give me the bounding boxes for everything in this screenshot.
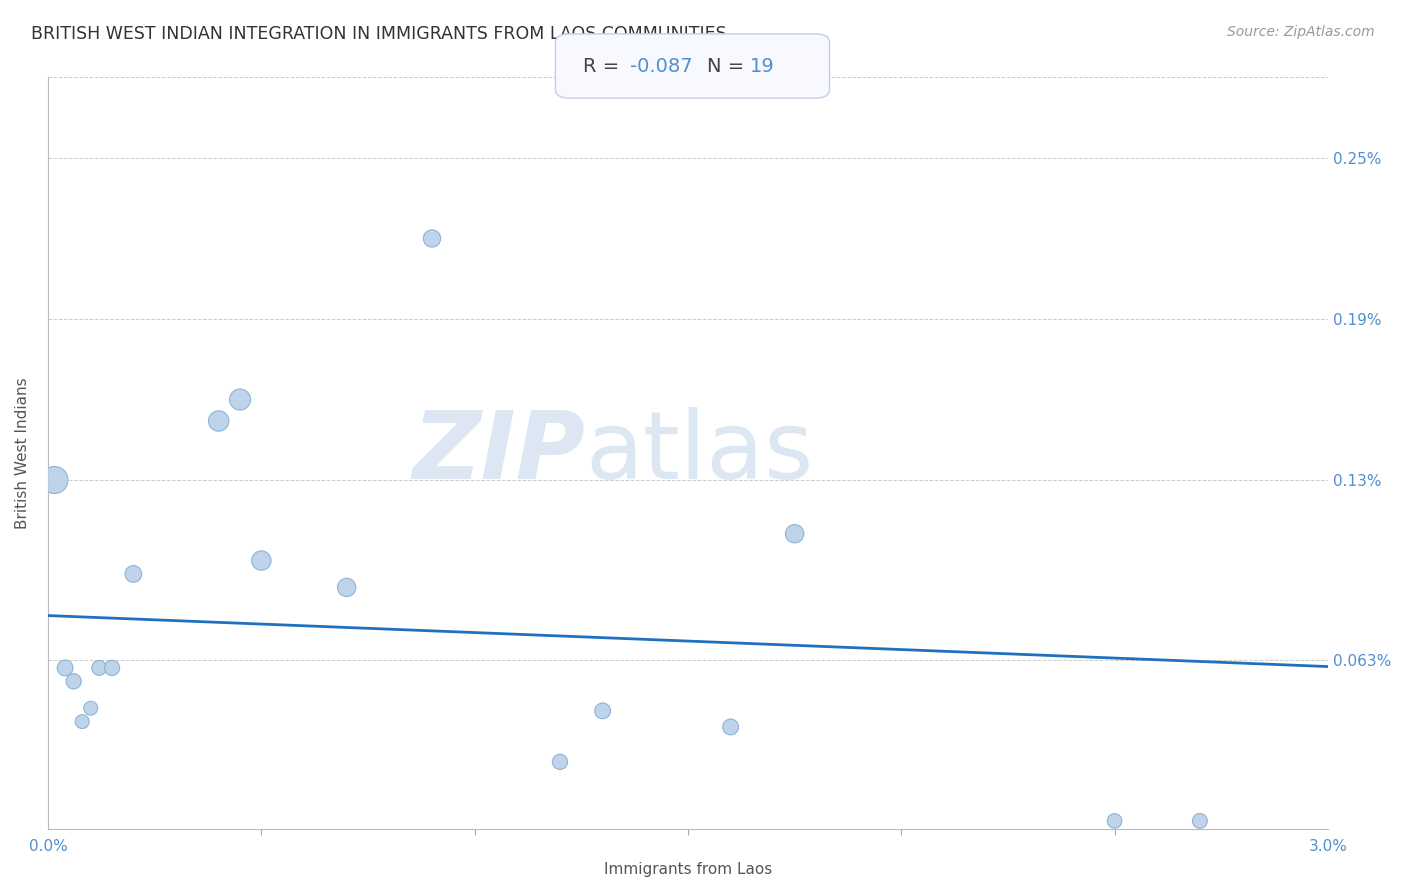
Text: -0.087: -0.087	[630, 56, 693, 76]
Point	[208, 414, 231, 428]
Point	[720, 720, 742, 734]
Y-axis label: British West Indians: British West Indians	[15, 377, 30, 529]
Point	[229, 392, 252, 407]
Point	[336, 581, 359, 595]
Point	[1188, 814, 1211, 828]
Point	[53, 661, 76, 675]
Point	[89, 661, 111, 675]
Point	[101, 661, 124, 675]
Point	[70, 714, 93, 729]
Text: atlas: atlas	[585, 407, 814, 500]
Point	[548, 755, 571, 769]
Text: Source: ZipAtlas.com: Source: ZipAtlas.com	[1227, 25, 1375, 39]
Point	[250, 553, 273, 567]
Text: BRITISH WEST INDIAN INTEGRATION IN IMMIGRANTS FROM LAOS COMMUNITIES: BRITISH WEST INDIAN INTEGRATION IN IMMIG…	[31, 25, 727, 43]
Point	[62, 674, 84, 689]
Point	[592, 704, 614, 718]
Point	[1104, 814, 1126, 828]
Text: N =: N =	[707, 56, 751, 76]
Point	[783, 526, 806, 541]
Point	[122, 566, 145, 581]
Point	[80, 701, 103, 715]
Text: ZIP: ZIP	[413, 407, 585, 500]
Text: 19: 19	[749, 56, 775, 76]
Point	[420, 231, 443, 245]
Point	[44, 473, 66, 487]
Text: R =: R =	[583, 56, 626, 76]
X-axis label: Immigrants from Laos: Immigrants from Laos	[603, 862, 772, 877]
